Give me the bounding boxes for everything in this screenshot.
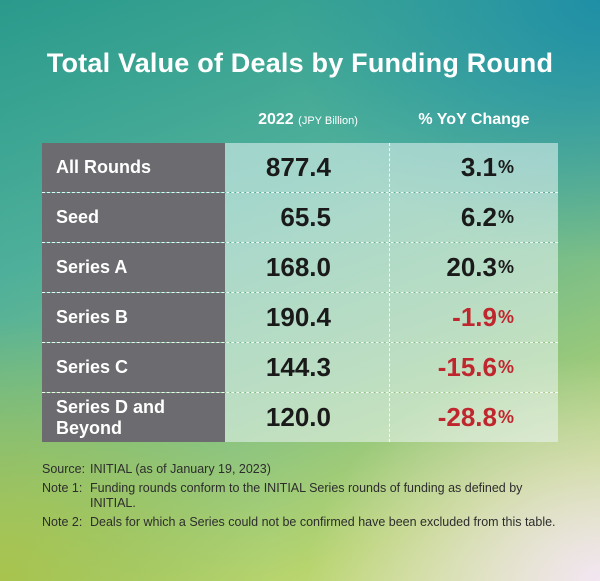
column-header-value-label: 2022 <box>258 111 294 128</box>
percent-sign: % <box>497 257 514 277</box>
row-value: 190.4 <box>225 293 390 342</box>
chart-title: Total Value of Deals by Funding Round <box>46 48 554 78</box>
row-change: -15.6% <box>390 343 558 392</box>
row-category: Series A <box>42 243 225 292</box>
row-category: Seed <box>42 193 225 242</box>
table-row: Series C 144.3 -15.6% <box>42 343 558 392</box>
percent-sign: % <box>497 157 514 177</box>
row-category: Series D and Beyond <box>42 393 225 442</box>
percent-sign: % <box>497 307 514 327</box>
row-change-number: -28.8 <box>437 402 497 432</box>
note-1: Note 1: Funding rounds conform to the IN… <box>42 481 558 511</box>
percent-sign: % <box>497 407 514 427</box>
source-note: Source: INITIAL (as of January 19, 2023) <box>42 462 558 477</box>
row-change-number: -15.6 <box>437 352 497 382</box>
row-value: 65.5 <box>225 193 390 242</box>
row-divider <box>42 192 558 193</box>
table-row: All Rounds 877.4 3.1% <box>42 143 558 192</box>
row-value: 120.0 <box>225 393 390 442</box>
row-divider <box>42 392 558 393</box>
row-change: 3.1% <box>390 143 558 192</box>
note-text: INITIAL (as of January 19, 2023) <box>90 462 271 476</box>
row-value: 877.4 <box>225 143 390 192</box>
column-header-change-label: % YoY Change <box>418 111 530 128</box>
percent-sign: % <box>497 357 514 377</box>
row-change-number: 3.1 <box>460 152 497 182</box>
column-header-value: 2022 (JPY Billion) <box>226 111 390 129</box>
note-label: Note 2: <box>42 515 83 529</box>
note-text: Deals for which a Series could not be co… <box>90 515 556 529</box>
row-category: All Rounds <box>42 143 225 192</box>
row-change: -1.9% <box>390 293 558 342</box>
table-row: Series A 168.0 20.3% <box>42 243 558 292</box>
note-label: Note 1: <box>42 481 83 495</box>
note-2: Note 2: Deals for which a Series could n… <box>42 515 558 530</box>
row-category: Series C <box>42 343 225 392</box>
note-label: Source: <box>42 462 86 476</box>
percent-sign: % <box>497 207 514 227</box>
row-change: 20.3% <box>390 243 558 292</box>
table-row: Series B 190.4 -1.9% <box>42 293 558 342</box>
table-row: Series D and Beyond 120.0 -28.8% <box>42 393 558 442</box>
row-change: -28.8% <box>390 393 558 442</box>
row-category: Series B <box>42 293 225 342</box>
row-divider <box>42 242 558 243</box>
row-change-number: 6.2 <box>460 202 497 232</box>
row-change-number: -1.9 <box>452 302 497 332</box>
row-change: 6.2% <box>390 193 558 242</box>
row-divider <box>42 292 558 293</box>
row-divider <box>42 342 558 343</box>
row-value: 168.0 <box>225 243 390 292</box>
column-header-change: % YoY Change <box>392 111 556 129</box>
table-row: Seed 65.5 6.2% <box>42 193 558 242</box>
row-change-number: 20.3 <box>446 252 497 282</box>
column-header-value-unit: (JPY Billion) <box>298 115 358 127</box>
row-value: 144.3 <box>225 343 390 392</box>
note-text: Funding rounds conform to the INITIAL Se… <box>90 481 523 510</box>
footnotes: Source: INITIAL (as of January 19, 2023)… <box>42 462 558 534</box>
